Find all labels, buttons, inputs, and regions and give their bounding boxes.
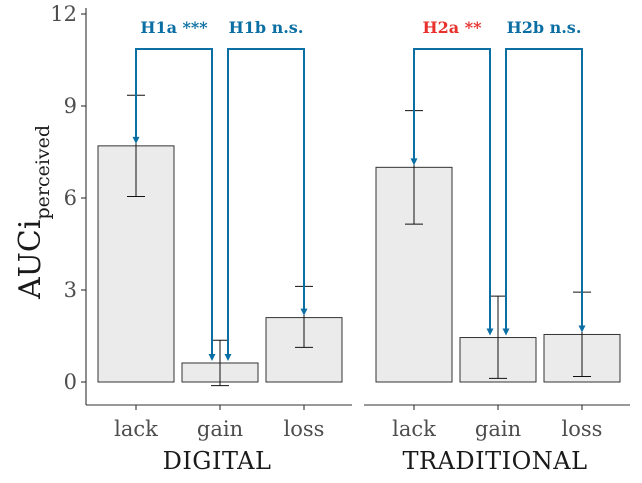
hypothesis-bracket xyxy=(505,48,583,332)
x-tick-label: gain xyxy=(475,417,521,441)
hypothesis-label: H1b n.s. xyxy=(229,18,304,37)
x-tick-label: loss xyxy=(562,417,603,441)
bracket-arrowhead xyxy=(224,353,232,361)
y-axis-label-sub: perceived xyxy=(32,125,54,220)
x-tick-label: lack xyxy=(392,417,436,441)
hypothesis-label: H2b n.s. xyxy=(507,18,582,37)
hypothesis-label: H1a *** xyxy=(140,18,208,37)
y-axis-label-main: AUCi xyxy=(13,220,48,301)
bracket-arrowhead xyxy=(300,308,308,316)
y-tick-label: 0 xyxy=(64,370,77,394)
bracket-arrowhead xyxy=(208,353,216,361)
y-tick-label: 12 xyxy=(50,2,77,26)
y-tick-label: 3 xyxy=(64,278,77,302)
bars xyxy=(97,94,621,387)
bar-traditional-lack xyxy=(375,166,453,383)
bracket-arrowhead xyxy=(502,328,510,336)
hypothesis-brackets xyxy=(132,48,586,361)
hypothesis-bracket xyxy=(413,48,491,332)
hypothesis-bracket xyxy=(227,48,305,357)
hypothesis-label: H2a ** xyxy=(423,18,483,37)
y-axis-label: AUCiperceived xyxy=(13,125,54,300)
axes xyxy=(81,8,630,410)
bracket-arrowhead xyxy=(410,158,418,166)
panel-label: DIGITAL xyxy=(163,447,272,475)
bracket-arrowhead xyxy=(486,328,494,336)
y-tick-label: 6 xyxy=(64,186,77,210)
x-tick-label: lack xyxy=(114,417,158,441)
x-tick-label: loss xyxy=(284,417,325,441)
x-tick-label: gain xyxy=(197,417,243,441)
bracket-arrowhead xyxy=(132,136,140,144)
bracket-arrowhead xyxy=(578,325,586,333)
hypothesis-bracket xyxy=(135,48,213,357)
y-tick-label: 9 xyxy=(64,94,77,118)
panel-label: TRADITIONAL xyxy=(402,447,587,475)
